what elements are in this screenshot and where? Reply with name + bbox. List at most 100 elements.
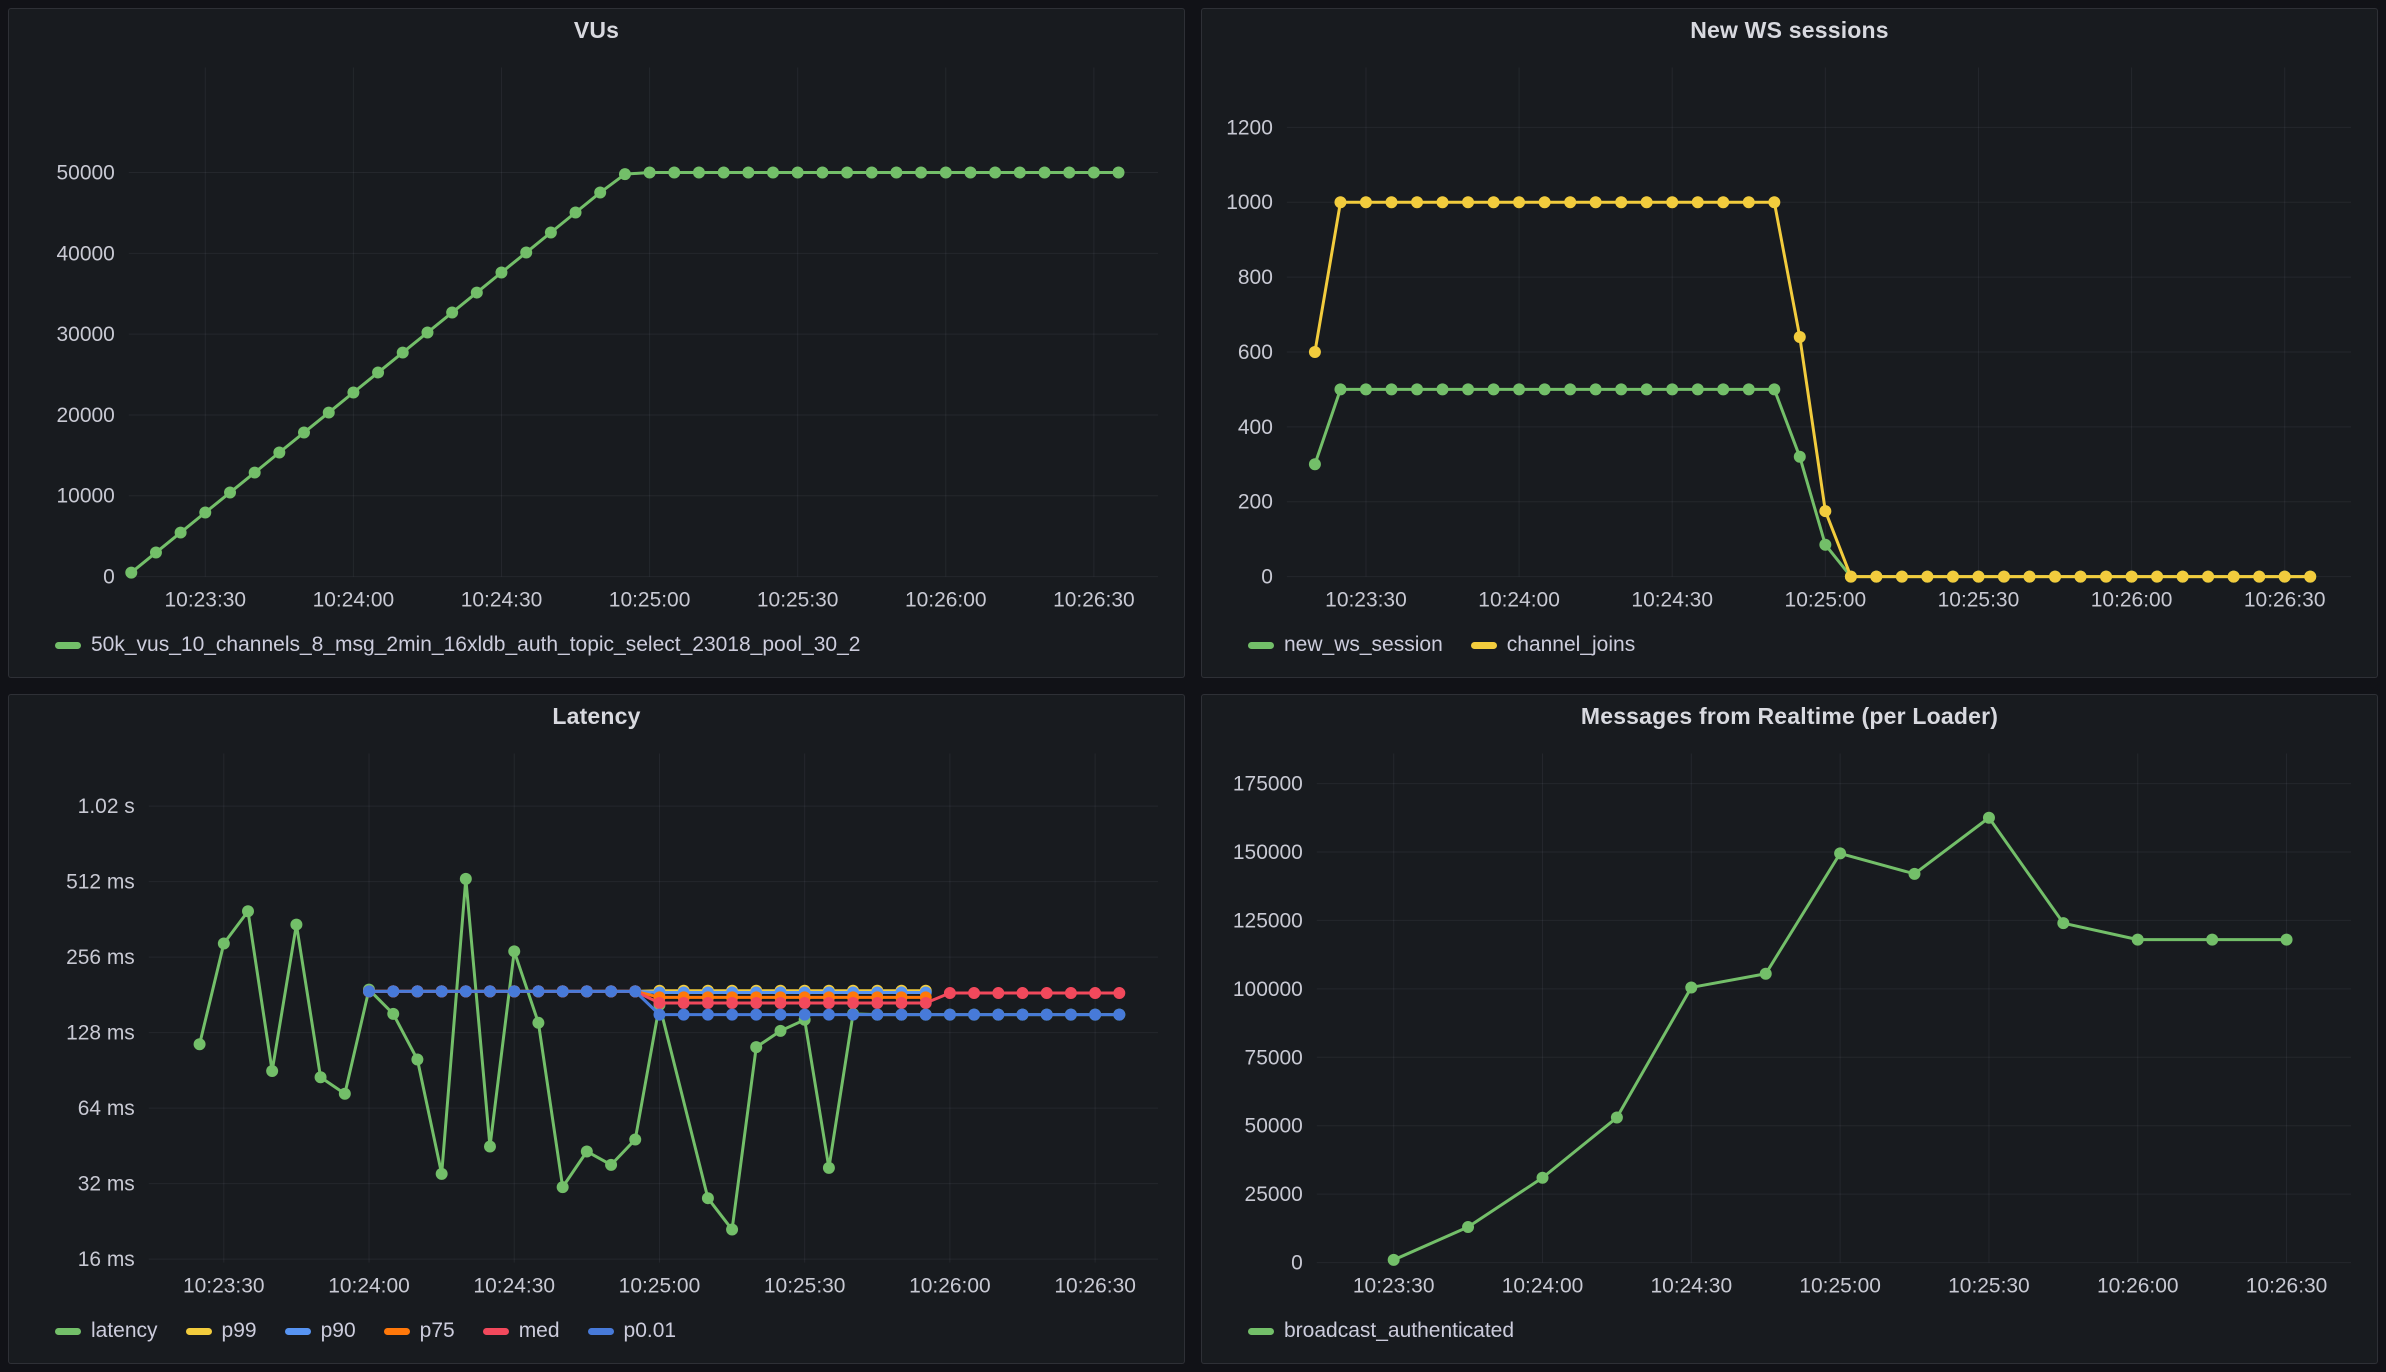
series-broadcast-authenticated (1387, 811, 2293, 1266)
x-tick-label: 10:23:30 (165, 589, 247, 612)
x-tick-label: 10:24:30 (461, 589, 543, 612)
x-axis-labels: 10:23:30 10:24:00 10:24:30 10:25:00 10:25:30… (165, 589, 1135, 612)
y-axis-labels: 16 ms 32 ms 64 ms 128 ms 256 ms 512 ms 1.02 s (66, 795, 135, 1271)
y-tick-label: 10000 (57, 485, 115, 508)
series-channel-joins (1308, 196, 2317, 583)
x-tick-label: 10:25:30 (1938, 589, 2020, 612)
y-tick-label: 30000 (57, 323, 115, 346)
panel-vus: VUs 0 10000 20000 30000 40000 50000 10:23:30 10:… (8, 8, 1185, 678)
legend-item-med[interactable]: med (482, 1319, 560, 1343)
panel-title[interactable]: New WS sessions (1690, 16, 1889, 43)
legend: latency p99 p90 p75 med p0.01 (9, 1307, 1184, 1363)
legend-series-label: p0.01 (623, 1319, 677, 1342)
x-tick-label: 10:25:00 (619, 1275, 701, 1298)
x-axis-labels: 10:23:30 10:24:00 10:24:30 10:25:00 10:25:30… (1325, 589, 2325, 612)
legend-series-label: med (518, 1319, 560, 1342)
panel-new-ws-sessions: New WS sessions 0 200 400 600 800 1000 1200 10:2… (1201, 8, 2378, 678)
legend-item-50k-vus-10-channels-8-msg-2min-16xldb-auth-topic-select-23018-pool-30-2[interactable]: 50k_vus_10_channels_8_msg_2min_16xldb_au… (55, 633, 860, 657)
x-tick-label: 10:26:30 (2244, 589, 2326, 612)
chart-canvas-vus[interactable]: 0 10000 20000 30000 40000 50000 10:23:30 10:24:… (9, 51, 1184, 621)
x-tick-label: 10:26:30 (1053, 589, 1135, 612)
chart-canvas-messages-from-realtime-per-loader[interactable]: 0 25000 50000 75000 100000 125000 150000 175000… (1202, 737, 2377, 1307)
legend-series-swatch-icon (185, 1327, 212, 1335)
legend-item-p90[interactable]: p90 (284, 1319, 356, 1343)
legend-item-p0-01[interactable]: p0.01 (587, 1319, 677, 1343)
gridlines (128, 67, 1159, 578)
legend: broadcast_authenticated (1202, 1307, 2377, 1363)
y-tick-label: 1000 (1226, 191, 1273, 214)
y-tick-label: 128 ms (66, 1022, 135, 1045)
x-tick-label: 10:23:30 (1325, 589, 1407, 612)
y-tick-label: 20000 (57, 404, 115, 427)
x-tick-label: 10:26:30 (2246, 1275, 2328, 1298)
legend-item-latency[interactable]: latency (55, 1319, 158, 1343)
gridlines (1286, 67, 2352, 578)
y-tick-label: 1200 (1226, 116, 1273, 139)
y-tick-label: 0 (103, 566, 115, 589)
legend-item-new-ws-session[interactable]: new_ws_session (1248, 633, 1443, 657)
legend-series-label: latency (91, 1319, 158, 1342)
x-tick-label: 10:24:30 (473, 1275, 555, 1298)
y-tick-label: 16 ms (78, 1248, 135, 1271)
y-tick-label: 32 ms (78, 1173, 135, 1196)
legend-series-label: p75 (419, 1319, 455, 1342)
legend-series-label: channel_joins (1506, 633, 1636, 656)
legend-series-label: new_ws_session (1284, 633, 1443, 656)
y-tick-label: 50000 (57, 162, 115, 185)
y-tick-label: 150000 (1233, 841, 1303, 864)
legend-series-swatch-icon (482, 1327, 509, 1335)
y-tick-label: 25000 (1245, 1183, 1303, 1206)
legend: 50k_vus_10_channels_8_msg_2min_16xldb_au… (9, 621, 1184, 677)
legend-series-label: p90 (320, 1319, 356, 1342)
x-tick-label: 10:25:00 (1785, 589, 1867, 612)
y-tick-label: 64 ms (78, 1097, 135, 1120)
legend-series-label: p99 (221, 1319, 257, 1342)
legend-item-channel-joins[interactable]: channel_joins (1470, 633, 1636, 657)
legend-series-swatch-icon (55, 1327, 81, 1335)
panel-title[interactable]: VUs (573, 16, 620, 43)
y-tick-label: 512 ms (66, 871, 135, 894)
x-tick-label: 10:25:30 (764, 1275, 846, 1298)
y-axis-labels: 0 10000 20000 30000 40000 50000 (57, 162, 115, 589)
x-tick-label: 10:24:30 (1631, 589, 1713, 612)
x-tick-label: 10:24:30 (1651, 1275, 1733, 1298)
y-tick-label: 40000 (57, 242, 115, 265)
panel-title[interactable]: Messages from Realtime (per Loader) (1580, 702, 1999, 729)
x-tick-label: 10:25:30 (757, 589, 839, 612)
x-tick-label: 10:24:00 (313, 589, 395, 612)
panel-title[interactable]: Latency (552, 702, 641, 729)
y-tick-label: 125000 (1233, 909, 1303, 932)
legend-series-swatch-icon (55, 641, 81, 649)
y-axis-labels: 0 25000 50000 75000 100000 125000 150000 175000 (1233, 773, 1303, 1275)
y-tick-label: 175000 (1233, 773, 1303, 796)
x-tick-label: 10:26:00 (905, 589, 987, 612)
legend-item-p75[interactable]: p75 (383, 1319, 455, 1343)
y-tick-label: 800 (1238, 266, 1273, 289)
series-p0-01 (362, 985, 1126, 1021)
y-tick-label: 400 (1238, 416, 1273, 439)
x-tick-label: 10:24:00 (1478, 589, 1560, 612)
legend-series-swatch-icon (1248, 1327, 1274, 1335)
y-tick-label: 1.02 s (78, 795, 135, 818)
legend-item-broadcast-authenticated[interactable]: broadcast_authenticated (1248, 1319, 1514, 1343)
y-tick-label: 75000 (1245, 1046, 1303, 1069)
series-new-ws-session (1308, 383, 2317, 583)
y-axis-labels: 0 200 400 600 800 1000 1200 (1226, 116, 1273, 588)
legend-item-p99[interactable]: p99 (185, 1319, 257, 1343)
series-50k-vus-10-channels-8-msg-2min-16xldb-auth-topic-select-23018-pool-30-2 (125, 166, 1125, 579)
y-tick-label: 256 ms (66, 946, 135, 969)
x-tick-label: 10:24:00 (328, 1275, 410, 1298)
y-tick-label: 0 (1261, 566, 1273, 589)
x-axis-labels: 10:23:30 10:24:00 10:24:30 10:25:00 10:25:30… (183, 1275, 1136, 1298)
legend-series-swatch-icon (1248, 641, 1274, 649)
legend-series-label: broadcast_authenticated (1284, 1319, 1515, 1342)
x-tick-label: 10:25:30 (1948, 1275, 2030, 1298)
y-tick-label: 50000 (1245, 1115, 1303, 1138)
x-axis-labels: 10:23:30 10:24:00 10:24:30 10:25:00 10:25:30… (1353, 1275, 2327, 1298)
y-tick-label: 200 (1238, 491, 1273, 514)
legend-series-swatch-icon (383, 1327, 410, 1335)
legend-series-swatch-icon (284, 1327, 311, 1335)
